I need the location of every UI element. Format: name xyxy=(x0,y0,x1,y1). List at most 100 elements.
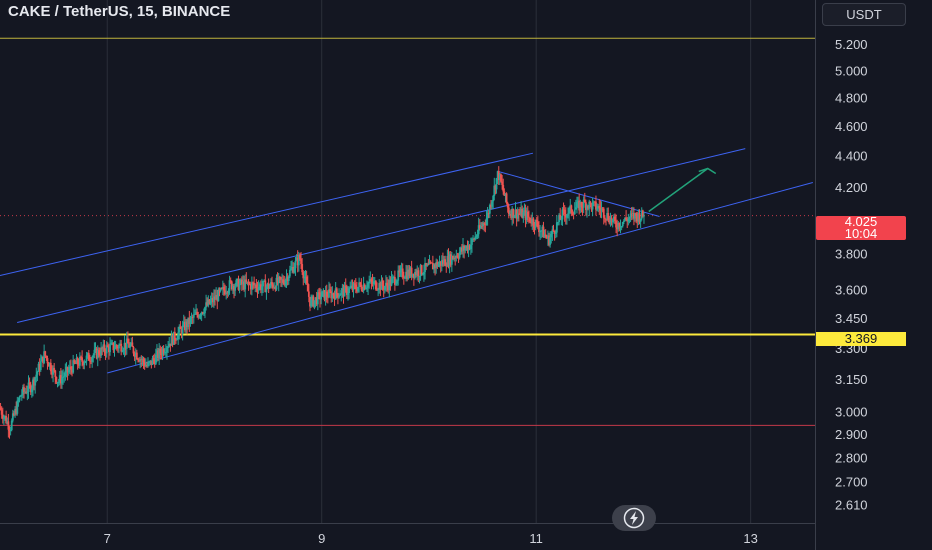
candle-body xyxy=(237,278,240,290)
candle-body xyxy=(443,259,445,264)
candle-body xyxy=(326,296,329,298)
candle-body xyxy=(393,276,396,285)
candle-body xyxy=(374,280,377,290)
candle-body xyxy=(411,273,414,277)
candle-body xyxy=(76,358,79,365)
candle-body xyxy=(501,181,504,185)
candle-body xyxy=(549,237,552,245)
candle-body xyxy=(114,345,117,349)
candle-body xyxy=(593,201,596,203)
candle-body xyxy=(224,290,226,295)
candle-body xyxy=(163,352,166,354)
candle-body xyxy=(247,281,250,284)
candle-body xyxy=(101,347,104,350)
candle-body xyxy=(66,367,69,373)
candle-body xyxy=(75,358,78,364)
candle-body xyxy=(267,283,270,289)
candle-body xyxy=(54,370,57,377)
candle-body xyxy=(429,261,432,263)
candle-body xyxy=(286,276,289,281)
candle-body xyxy=(216,294,219,302)
time-axis[interactable]: 7 9 11 13 xyxy=(104,531,758,546)
candle-body xyxy=(257,286,260,291)
time-tick-label: 11 xyxy=(529,531,543,546)
candle-body xyxy=(77,364,80,366)
channel-trend-line xyxy=(107,182,813,374)
candle-body xyxy=(452,255,454,260)
candle-body xyxy=(435,262,438,268)
candle-body xyxy=(243,281,245,290)
candle-body xyxy=(385,282,387,287)
candle-body xyxy=(450,255,453,265)
candle-body xyxy=(530,221,533,224)
candle-body xyxy=(320,296,323,300)
candles xyxy=(0,166,645,439)
candle-body xyxy=(621,221,624,227)
candle-body xyxy=(579,202,582,211)
candle-body xyxy=(610,217,613,223)
candle-body xyxy=(84,361,87,363)
candle-body xyxy=(522,212,525,218)
flash-button[interactable] xyxy=(612,505,656,531)
candle-body xyxy=(83,362,86,366)
candle-body xyxy=(276,277,279,284)
candle-body xyxy=(278,276,281,278)
candle-body xyxy=(305,276,308,284)
candle-body xyxy=(469,244,472,250)
candle-body xyxy=(603,217,606,219)
candle-body xyxy=(493,185,496,196)
candle-body xyxy=(352,283,355,291)
candle-body xyxy=(395,283,397,285)
candle-body xyxy=(313,300,316,307)
candle-body xyxy=(573,209,576,215)
candle-body xyxy=(221,287,224,289)
price-tick-label: 2.800 xyxy=(835,450,868,465)
candle-body xyxy=(151,358,154,365)
candle-body xyxy=(169,343,172,346)
candle-body xyxy=(175,339,177,341)
candle-body xyxy=(242,281,244,285)
candle-body xyxy=(401,268,404,278)
candle-body xyxy=(408,269,411,276)
candle-body xyxy=(239,279,242,284)
candle-body xyxy=(412,273,415,278)
candle-body xyxy=(281,279,283,281)
grid-lines xyxy=(106,0,752,523)
candle-body xyxy=(106,345,109,347)
candle-body xyxy=(78,357,81,366)
candle-body xyxy=(211,298,214,303)
candle-body xyxy=(353,283,356,285)
candle-body xyxy=(417,270,420,277)
candle-body xyxy=(359,282,362,285)
candle-body xyxy=(350,285,353,288)
candle-body xyxy=(624,217,626,221)
candle-body xyxy=(447,256,450,266)
candle-body xyxy=(357,286,359,292)
candle-body xyxy=(635,213,638,216)
candle-body xyxy=(485,218,488,225)
candle-body xyxy=(1,414,4,419)
candle-body xyxy=(321,291,324,297)
candle-body xyxy=(616,227,619,230)
candle-body xyxy=(529,217,531,222)
candle-body xyxy=(139,359,142,362)
price-tick-label: 3.800 xyxy=(835,247,868,262)
candle-body xyxy=(43,351,46,363)
candle-body xyxy=(564,214,567,218)
candle-body xyxy=(551,229,554,234)
candle-body xyxy=(392,276,395,278)
candle-body xyxy=(514,209,517,216)
candle-body xyxy=(220,288,223,290)
candle-body xyxy=(473,238,476,240)
candle-body xyxy=(368,281,371,284)
candle-body xyxy=(202,313,205,315)
candle-body xyxy=(598,205,601,209)
candle-body xyxy=(99,354,101,356)
candle-body xyxy=(195,311,197,315)
candle-body xyxy=(492,195,495,202)
candle-body xyxy=(16,400,19,414)
currency-button[interactable]: USDT xyxy=(822,3,906,26)
candle-body xyxy=(557,222,559,223)
candle-body xyxy=(457,257,460,258)
